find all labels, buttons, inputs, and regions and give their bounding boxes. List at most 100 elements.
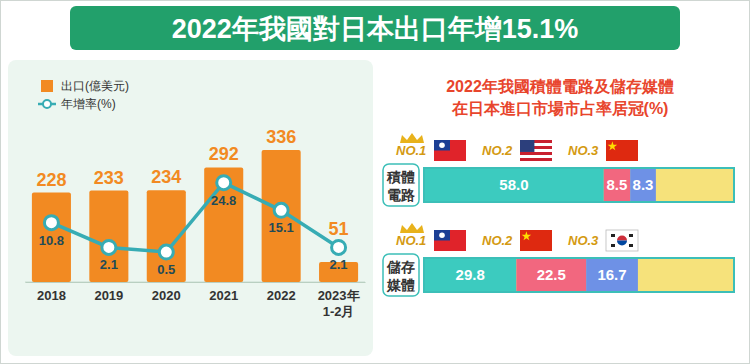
line-label: 2.1 [100, 257, 118, 272]
flag-canton [520, 140, 534, 152]
y-tick-label: 儲存媒體 [386, 259, 415, 293]
segment-label: 58.0 [499, 176, 528, 193]
y-tick-label-line: 媒體 [386, 277, 415, 293]
flag [434, 230, 466, 251]
bar-segment [630, 168, 656, 202]
rank-label: NO.2 [482, 233, 513, 248]
flag-field [520, 230, 552, 251]
x-tick: 2021 [209, 282, 238, 303]
flag-canton [434, 230, 450, 241]
flag [606, 140, 638, 161]
canvas: 2022年我國對日本出口年增15.1%2282332342923365110.8… [0, 0, 750, 364]
x-tick-label: 2020 [152, 288, 181, 303]
bar-segment [424, 168, 604, 202]
rank-label: NO.1 [396, 233, 426, 248]
plot-area [424, 168, 656, 292]
flag-star [522, 231, 532, 240]
y-tick-label: 積體電路 [386, 169, 415, 203]
flag [434, 140, 466, 161]
bar-segment [516, 258, 586, 292]
legend: NO.1NO.2NO.3NO.1NO.2NO.3 [396, 133, 638, 251]
legend-bar-icon [41, 80, 53, 92]
flag-field [606, 140, 638, 161]
title-banner [70, 6, 680, 50]
x-tick-label-line: 2023年 [318, 288, 360, 303]
flag-field [606, 230, 638, 251]
bar-segment [586, 258, 638, 292]
x-axis: 2018 2019 2020 2021 2022 2023年1-2月 [26, 282, 366, 319]
line-marker [217, 176, 231, 190]
flag-taeguk-top [617, 236, 627, 241]
legend-label: 出口(億美元) [61, 79, 129, 93]
bar-track [424, 168, 734, 202]
crown [400, 133, 424, 143]
tracks [424, 168, 734, 292]
flag-field [434, 230, 466, 251]
flag-trigram [629, 234, 633, 237]
line-marker [159, 245, 173, 259]
line [51, 183, 338, 252]
line-label: 15.1 [268, 220, 293, 235]
line-label: 24.8 [211, 193, 236, 208]
line-marker [332, 240, 346, 254]
flag-canton [434, 140, 450, 151]
flag-stripe [520, 158, 552, 161]
x-tick-label: 2018 [37, 288, 66, 303]
chart-share: NO.1NO.2NO.3NO.1NO.2NO.3積體電路儲存媒體58.08.58… [383, 133, 734, 296]
bar [32, 193, 71, 282]
y-ticks [25, 282, 365, 283]
line-marker [274, 203, 288, 217]
x-tick: 2023年1-2月 [318, 282, 360, 319]
bar-label: 234 [151, 167, 181, 187]
crown [400, 223, 424, 233]
rank-label: NO.3 [568, 233, 599, 248]
x-tick-label: 2022 [267, 288, 296, 303]
plot-area [32, 150, 358, 282]
bar [204, 167, 243, 282]
segment-label: 16.7 [597, 266, 626, 283]
legend-label: 年增率(%) [61, 97, 116, 111]
bar-segment [604, 168, 630, 202]
flag-field [434, 140, 466, 161]
flag-trigram [611, 244, 615, 247]
y-tick-line [25, 282, 365, 283]
page-title: 2022年我國對日本出口年增15.1% [172, 14, 579, 44]
chart-title: 2022年我國積體電路及儲存媒體 [446, 78, 674, 95]
data-labels: 2282332342923365110.82.10.524.815.12.1 [36, 127, 348, 277]
line-marker [44, 216, 58, 230]
x-axis-line [26, 282, 366, 283]
legend-marker-icon [43, 100, 51, 108]
bar-label: 228 [36, 170, 66, 190]
rank-label: NO.3 [568, 143, 599, 158]
x-tick-label: 2021 [209, 288, 238, 303]
flag-stripe [520, 155, 552, 158]
y-tick-label-line: 儲存 [386, 259, 415, 275]
flag-stripe [520, 152, 552, 155]
x-tick: 2018 [37, 282, 66, 303]
x-tick: 2020 [152, 282, 181, 303]
flag [520, 140, 552, 161]
rank-label: NO.1 [396, 143, 426, 158]
line-label: 10.8 [39, 233, 64, 248]
bar-label: 51 [329, 219, 349, 239]
x-tick: 2019 [94, 282, 123, 303]
line-marker [102, 240, 116, 254]
y-tick-label-line: 積體 [386, 169, 415, 185]
x-tick: 2022 [267, 282, 296, 303]
x-tick-label-line: 1-2月 [323, 304, 355, 319]
bar-label: 336 [266, 127, 296, 147]
legend-item: 年增率(%) [38, 97, 116, 111]
segment-label: 8.5 [607, 176, 628, 193]
legend: 出口(億美元) 年增率(%) [38, 79, 129, 111]
bar-label: 233 [94, 168, 124, 188]
background [1, 1, 750, 364]
page: 2022年我國對日本出口年增15.1%2282332342923365110.8… [0, 0, 750, 364]
flag-trigram [611, 234, 615, 237]
legend-item: 出口(億美元) [41, 79, 129, 93]
category-box [383, 164, 419, 206]
bar-segment [424, 258, 516, 292]
y-axis: 積體電路儲存媒體 [383, 164, 419, 296]
chart-subtitle: 在日本進口市場市占率居冠(%) [451, 99, 669, 117]
bar-frame [424, 258, 734, 292]
flag-sun [439, 142, 445, 148]
